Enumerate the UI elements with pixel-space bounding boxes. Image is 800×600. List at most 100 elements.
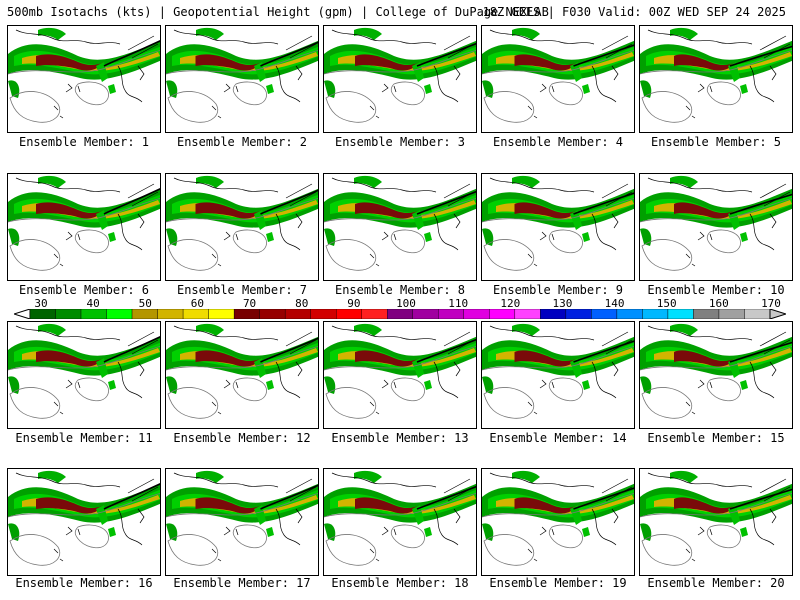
colorbar-swatch [412,309,439,319]
map-plot [166,470,318,566]
jet-axis [416,485,476,510]
colorbar-swatch [208,309,235,319]
ensemble-panel [639,25,793,133]
colorbar-swatch [259,309,286,319]
ensemble-panel [165,321,319,429]
coastlines [173,177,317,267]
isotach-shading [8,323,160,394]
height-contours [8,198,160,271]
height-contours [166,50,318,123]
product-title: 500mb Isotachs (kts) | Geopotential Heig… [7,5,549,19]
height-contours [482,493,634,566]
colorbar-swatch [463,309,490,319]
ensemble-member-label: Ensemble Member: 11 [15,431,153,445]
height-contours [8,50,160,123]
jet-axis [729,193,792,215]
coastlines [331,29,475,119]
isotach-shading [324,470,476,541]
jet-axis [260,337,318,363]
coastlines [489,472,633,562]
ensemble-member-label: Ensemble Member: 14 [489,431,627,445]
coastlines [173,472,317,562]
coastlines [647,472,791,562]
ensemble-panel [323,321,477,429]
ensemble-panel [165,468,319,576]
colorbar-tick-label: 170 [761,297,781,310]
isotach-shading [640,470,792,541]
height-contours [640,346,792,419]
jet-axis [260,189,318,215]
colorbar-swatch [336,309,362,319]
colorbar-right-arrow [769,309,786,319]
ensemble-member-label: Ensemble Member: 3 [334,135,466,149]
isotach-shading [8,175,160,246]
ensemble-member-label: Ensemble Member: 16 [15,576,153,590]
isotach-shading [166,470,318,541]
ensemble-member-label: Ensemble Member: 9 [492,283,624,297]
jet-axis [103,40,160,67]
jet-axis [416,338,476,363]
ensemble-member-label: Ensemble Member: 10 [647,283,785,297]
colorbar-swatch [642,309,669,319]
map-plot [482,323,634,419]
height-contours [8,346,160,419]
colorbar-swatch [744,309,771,319]
ensemble-panel [165,25,319,133]
map-plot [482,175,634,271]
colorbar-swatch [514,309,541,319]
jet-axis [260,41,318,67]
jet-axis [573,340,634,363]
isotach-shading [482,27,634,98]
isotach-shading [640,323,792,394]
jet-axis [103,336,160,363]
jet-axis [103,188,160,215]
colorbar-swatch [693,309,720,319]
ensemble-panel [323,173,477,281]
height-contours [324,493,476,566]
coastlines [647,325,791,415]
colorbar-swatch [29,309,56,319]
ensemble-panel [639,321,793,429]
colorbar-tick-label: 50 [138,297,152,310]
height-contours [8,493,160,566]
colorbar-swatch [157,309,184,319]
height-contours [482,50,634,123]
ensemble-member-label: Ensemble Member: 18 [331,576,469,590]
jet-axis [729,341,792,363]
ensemble-panel [165,173,319,281]
colorbar-swatch [80,309,107,319]
colorbar-swatch [106,309,133,319]
isotach-shading [8,470,160,541]
map-plot [482,470,634,566]
isotach-shading [324,323,476,394]
ensemble-panel [7,321,161,429]
height-contours [324,198,476,271]
ensemble-member-label: Ensemble Member: 1 [18,135,150,149]
colorbar-tick-label: 60 [190,297,205,310]
map-plot [324,27,476,123]
jet-axis [573,487,634,510]
colorbar-swatch [616,309,643,319]
jet-axis [416,190,476,215]
isotach-shading [640,27,792,98]
map-plot [8,470,160,566]
height-contours [166,493,318,566]
jet-axis [729,45,792,67]
height-contours [166,346,318,419]
ensemble-panel [323,25,477,133]
colorbar-tick-label: 130 [552,297,573,310]
ensemble-member-label: Ensemble Member: 17 [173,576,311,590]
isotach-shading [482,470,634,541]
colorbar-swatch [182,309,209,319]
jet-axis [729,488,792,510]
ensemble-member-label: Ensemble Member: 4 [492,135,624,149]
height-contours [482,198,634,271]
valid-time-title: 18Z GEFS | F030 Valid: 00Z WED SEP 24 20… [482,5,786,19]
height-contours [324,346,476,419]
height-contours [640,198,792,271]
colorbar-swatch [540,309,567,319]
colorbar-swatch [718,309,745,319]
map-plot [640,470,792,566]
map-plot [482,27,634,123]
height-contours [482,346,634,419]
